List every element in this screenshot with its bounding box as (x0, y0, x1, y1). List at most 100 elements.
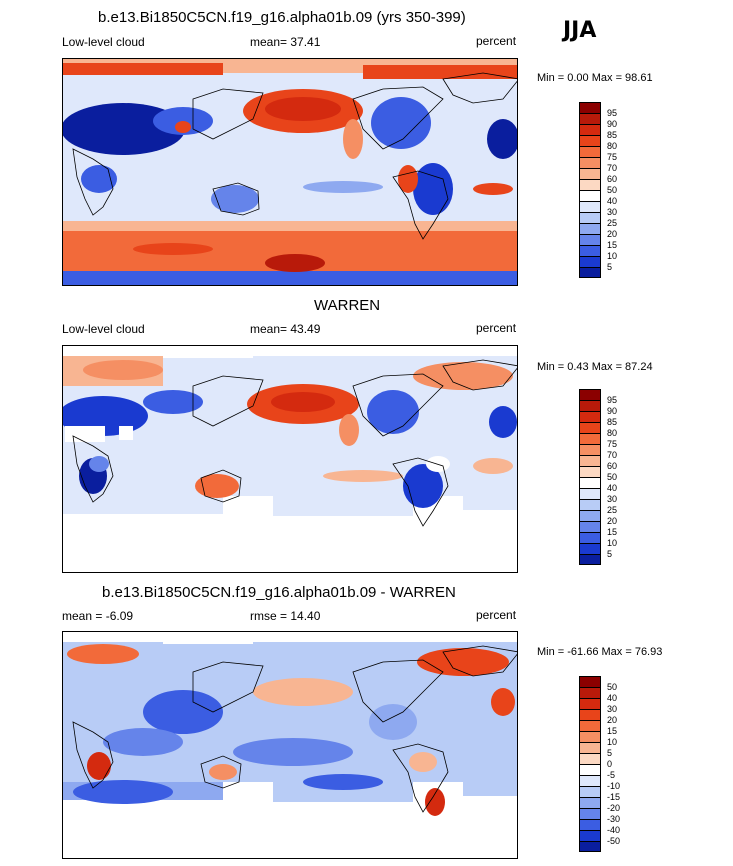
colorbar-swatch (579, 201, 601, 212)
colorbar-swatch (579, 841, 601, 852)
colorbar-swatch (579, 775, 601, 786)
colorbar-label: 95 (607, 108, 618, 118)
colorbar-swatch (579, 157, 601, 168)
colorbar-label: 95 (607, 395, 618, 405)
panel-obs-map (62, 345, 518, 573)
colorbar-label: 85 (607, 417, 618, 427)
panel-model-minmax: Min = 0.00 Max = 98.61 (537, 72, 653, 84)
colorbar-swatch (579, 499, 601, 510)
colorbar-label: 70 (607, 450, 618, 460)
colorbar-swatch (579, 466, 601, 477)
colorbar-swatch (579, 389, 601, 400)
panel-model-variable-label: Low-level cloud (62, 35, 145, 49)
colorbar-label: 90 (607, 119, 618, 129)
colorbar-swatch (579, 554, 601, 565)
colorbar-label: 25 (607, 505, 618, 515)
colorbar-swatch (579, 113, 601, 124)
colorbar-label: -5 (607, 770, 616, 780)
colorbar-label: 5 (607, 549, 613, 559)
colorbar-swatch (579, 521, 601, 532)
colorbar-label: 5 (607, 262, 613, 272)
colorbar-label: 75 (607, 439, 618, 449)
colorbar-swatch (579, 212, 601, 223)
colorbar-label: -10 (607, 781, 621, 791)
colorbar-swatch (579, 753, 601, 764)
colorbar-swatch (579, 102, 601, 113)
colorbar-swatch (579, 808, 601, 819)
panel-model-title: b.e13.Bi1850C5CN.f19_g16.alpha01b.09 (yr… (98, 9, 466, 26)
colorbar-label: 75 (607, 152, 618, 162)
panel-diff-mean-label: mean = -6.09 (62, 609, 134, 623)
colorbar-label: 85 (607, 130, 618, 140)
colorbar-swatch (579, 819, 601, 830)
colorbar-swatch (579, 234, 601, 245)
colorbar-label: 15 (607, 527, 618, 537)
colorbar-swatch (579, 543, 601, 554)
colorbar-swatch (579, 146, 601, 157)
colorbar-label: 60 (607, 461, 618, 471)
colorbar-swatch (579, 422, 601, 433)
colorbar-swatch (579, 245, 601, 256)
colorbar-swatch (579, 532, 601, 543)
colorbar-label: 20 (607, 229, 618, 239)
colorbar-label: 50 (607, 682, 618, 692)
panel-diff-units-label: percent (476, 608, 517, 622)
colorbar-label: 10 (607, 251, 618, 261)
colorbar-swatch (579, 135, 601, 146)
colorbar-swatch (579, 830, 601, 841)
colorbar-label: -20 (607, 803, 621, 813)
colorbar-label: 50 (607, 472, 618, 482)
colorbar-label: 40 (607, 483, 618, 493)
panel-diff-map (62, 631, 518, 859)
colorbar-swatch (579, 179, 601, 190)
colorbar-swatch (579, 510, 601, 521)
colorbar-label: 70 (607, 163, 618, 173)
colorbar-label: 30 (607, 704, 618, 714)
colorbar-swatch (579, 190, 601, 201)
colorbar-label: 80 (607, 141, 618, 151)
colorbar-swatch (579, 400, 601, 411)
panel-diff-title: b.e13.Bi1850C5CN.f19_g16.alpha01b.09 - W… (102, 584, 456, 601)
colorbar-label: 40 (607, 196, 618, 206)
colorbar-swatch (579, 168, 601, 179)
season-label: JJA (563, 18, 597, 43)
colorbar-swatch (579, 433, 601, 444)
panel-model-map (62, 58, 518, 286)
colorbar-swatch (579, 797, 601, 808)
colorbar-label: -30 (607, 814, 621, 824)
colorbar-label: -50 (607, 836, 621, 846)
colorbar-label: 30 (607, 494, 618, 504)
colorbar-swatch (579, 676, 601, 687)
colorbar-label: 25 (607, 218, 618, 228)
colorbar-swatch (579, 411, 601, 422)
panel-obs-units-label: percent (476, 321, 517, 335)
colorbar-label: 30 (607, 207, 618, 217)
colorbar-label: 5 (607, 748, 613, 758)
colorbar-label: 60 (607, 174, 618, 184)
colorbar-swatch (579, 709, 601, 720)
colorbar-swatch (579, 455, 601, 466)
colorbar-swatch (579, 764, 601, 775)
colorbar-swatch (579, 256, 601, 267)
colorbar-swatch (579, 223, 601, 234)
colorbar-label: -15 (607, 792, 621, 802)
colorbar-label: 10 (607, 737, 618, 747)
panel-obs-minmax: Min = 0.43 Max = 87.24 (537, 361, 653, 373)
colorbar-label: 90 (607, 406, 618, 416)
colorbar-label: 20 (607, 715, 618, 725)
colorbar-label: -40 (607, 825, 621, 835)
panel-model-units-label: percent (476, 34, 517, 48)
colorbar-swatch (579, 786, 601, 797)
colorbar-swatch (579, 742, 601, 753)
panel-obs-variable-label: Low-level cloud (62, 322, 145, 336)
panel-diff-minmax: Min = -61.66 Max = 76.93 (537, 646, 663, 658)
colorbar-swatch (579, 731, 601, 742)
colorbar-label: 15 (607, 726, 618, 736)
panel-obs-title: WARREN (314, 297, 381, 314)
colorbar-swatch (579, 477, 601, 488)
panel-model-mean-label: mean= 37.41 (250, 35, 321, 49)
colorbar-swatch (579, 720, 601, 731)
panel-obs-mean-label: mean= 43.49 (250, 322, 321, 336)
colorbar-label: 80 (607, 428, 618, 438)
colorbar-swatch (579, 687, 601, 698)
